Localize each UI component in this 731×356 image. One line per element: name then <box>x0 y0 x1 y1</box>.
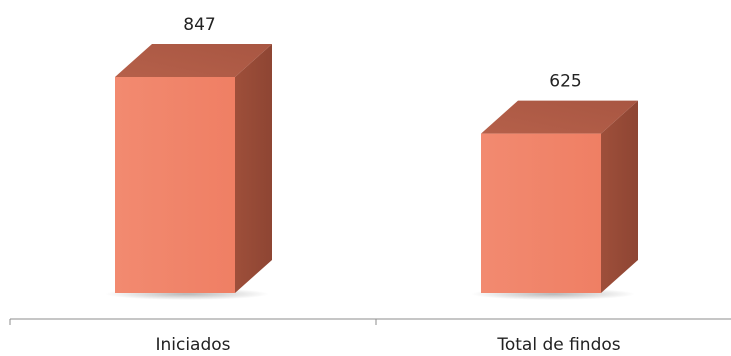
bar-side-face <box>601 100 638 294</box>
labels: 847 Iniciados 625 Total de findos <box>155 15 620 355</box>
bar-top-face <box>115 44 272 77</box>
category-label: Iniciados <box>155 335 230 355</box>
bars <box>115 44 638 294</box>
category-label: Total de findos <box>496 335 620 355</box>
bar-front-face <box>115 77 235 293</box>
bar-side-face <box>235 44 272 293</box>
data-label: 625 <box>549 72 581 92</box>
bar-front-face <box>481 133 601 293</box>
bar-1 <box>115 44 272 293</box>
bar-2 <box>481 100 638 294</box>
x-axis <box>9 318 731 325</box>
data-label: 847 <box>183 15 215 35</box>
bar-top-face <box>481 100 638 134</box>
